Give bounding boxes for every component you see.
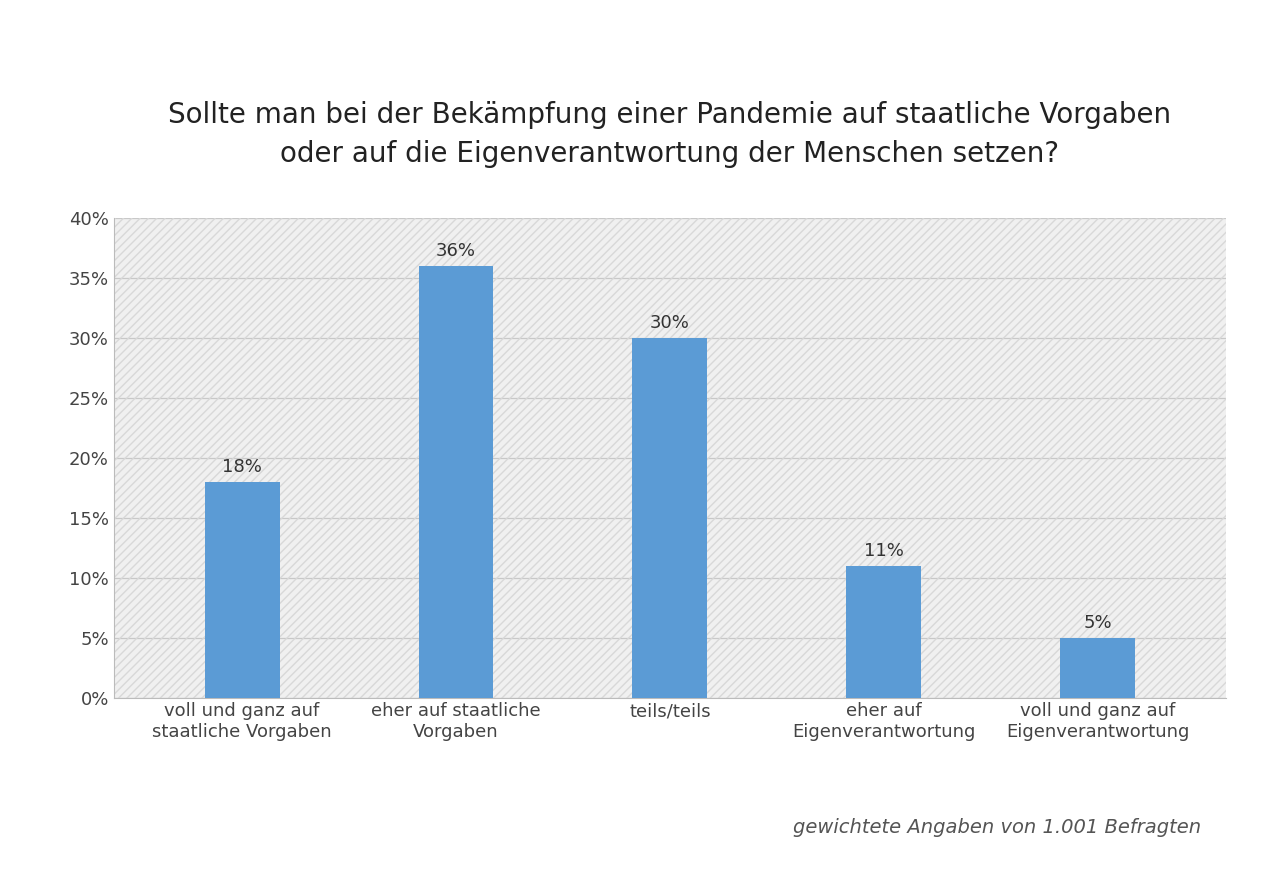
Bar	[632, 337, 708, 698]
Title: Sollte man bei der Bekämpfung einer Pandemie auf staatliche Vorgaben
oder auf di: Sollte man bei der Bekämpfung einer Pand…	[168, 101, 1172, 168]
Text: 5%: 5%	[1083, 614, 1112, 631]
Bar	[847, 566, 921, 698]
Text: 18%: 18%	[222, 458, 262, 476]
Bar	[205, 481, 279, 698]
Text: 11%: 11%	[863, 542, 904, 560]
Text: 36%: 36%	[436, 242, 477, 260]
Bar	[418, 266, 493, 698]
Bar	[1060, 637, 1135, 698]
Text: 30%: 30%	[650, 314, 690, 332]
Text: gewichtete Angaben von 1.001 Befragten: gewichtete Angaben von 1.001 Befragten	[793, 818, 1201, 837]
